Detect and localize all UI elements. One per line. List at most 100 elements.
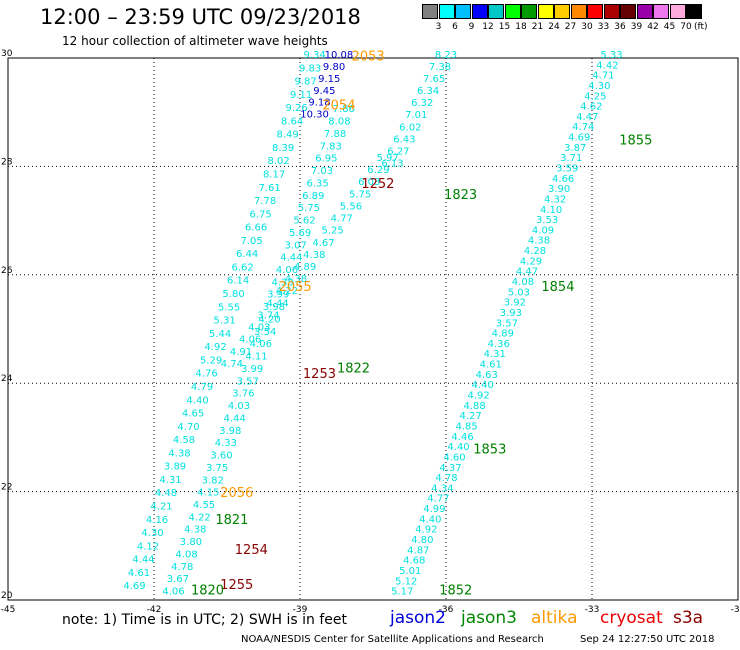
wave-height-value: 6.29 [367, 165, 389, 176]
wave-height-value: 7.83 [320, 141, 342, 152]
y-tick-label: 24 [1, 374, 13, 384]
wave-height-value: 3.99 [267, 290, 289, 301]
wave-height-value: 8.02 [267, 156, 289, 167]
wave-height-value: 4.55 [193, 500, 215, 511]
wave-height-value: 4.29 [520, 256, 542, 267]
wave-height-value: 4.79 [191, 382, 213, 393]
scale-label: 6 [452, 22, 458, 32]
pass-time-label: 1855 [619, 134, 652, 149]
scale-label: 12 [482, 22, 494, 32]
wave-height-value: 7.03 [311, 166, 333, 177]
generation-timestamp: Sep 24 12:27:50 UTC 2018 [580, 634, 715, 645]
scale-label: 15 [498, 22, 511, 32]
wave-height-value: 8.64 [281, 116, 303, 127]
pass-time-label: 1821 [215, 513, 248, 528]
pass-time-label: 2055 [279, 280, 312, 295]
wave-height-value: 4.10 [540, 205, 562, 216]
wave-height-value: 4.68 [403, 556, 425, 567]
scale-swatch [521, 4, 537, 19]
wave-height-value: 8.23 [435, 50, 457, 61]
wave-height-value: 4.15 [197, 488, 219, 499]
wave-height-value: 4.44 [267, 298, 289, 309]
wave-height-value: 4.40 [472, 380, 494, 391]
x-tick-label: -36 [439, 605, 454, 615]
wave-height-value: 4.08 [512, 277, 534, 288]
y-tick-label: 22 [1, 483, 12, 493]
scale-swatch [537, 4, 554, 19]
scale-label: 30 [581, 22, 593, 32]
wave-height-value: 3.87 [564, 143, 586, 154]
satellite-legend-item: cryosat [600, 608, 663, 628]
wave-height-value: 4.31 [159, 475, 181, 486]
wave-height-value: 7.61 [258, 183, 280, 194]
wave-height-value: 7.05 [240, 236, 262, 247]
scale-label: 42 [647, 22, 659, 32]
pass-time-label: 1852 [439, 584, 472, 599]
scale-label: 45 [663, 22, 676, 32]
wave-height-value: 9.26 [285, 103, 307, 114]
wave-height-value: 4.99 [423, 504, 445, 515]
wave-height-value: 5.56 [340, 201, 362, 212]
wave-height-value: 3.54 [254, 327, 276, 338]
wave-height-value: 4.47 [516, 267, 538, 278]
wave-height-value: 4.76 [195, 369, 217, 380]
wave-height-value: 4.85 [455, 421, 477, 432]
y-tick-label: 20 [1, 591, 13, 601]
wave-height-value: 4.36 [488, 339, 510, 350]
wave-height-value: 3.74 [257, 310, 279, 321]
wave-height-value: 4.21 [150, 501, 172, 512]
wave-height-value: 4.09 [532, 225, 554, 236]
wave-height-value: 6.75 [249, 209, 271, 220]
pass-time-label: 1823 [444, 188, 477, 203]
x-tick-label: -30 [731, 605, 740, 615]
wave-height-value: 6.27 [387, 146, 409, 157]
pass-time-label: 2053 [352, 50, 385, 65]
satellite-legend-item: altika [531, 608, 578, 628]
wave-height-value: 4.40 [447, 442, 469, 453]
wave-height-value: 4.06 [250, 339, 272, 350]
wave-height-value: 9.80 [323, 62, 345, 73]
scale-swatch [455, 4, 471, 19]
scale-swatch [636, 4, 653, 19]
wave-height-value: 4.06 [239, 335, 261, 346]
scale-swatch [686, 4, 702, 19]
wave-height-value: 5.80 [222, 289, 244, 300]
pass-time-label: 1253 [303, 367, 336, 382]
wave-height-value: 4.46 [451, 432, 473, 443]
wave-height-value: 5.62 [293, 216, 315, 227]
wave-height-value: 4.60 [443, 452, 465, 463]
wave-height-value: 3.67 [167, 574, 189, 585]
wave-height-value: 5.12 [395, 576, 417, 587]
wave-height-value: 4.22 [189, 512, 211, 523]
wave-height-value: 4.30 [141, 528, 163, 539]
wave-height-value: 3.93 [500, 308, 522, 319]
wave-height-value: 5.25 [322, 226, 344, 237]
wave-height-value: 4.92 [468, 391, 490, 402]
wave-height-value: 4.40 [419, 514, 441, 525]
wave-height-value: 5.55 [218, 302, 240, 313]
pass-time-label: 1853 [473, 443, 506, 458]
wave-height-value: 4.16 [146, 515, 168, 526]
wave-height-value: 9.11 [290, 90, 312, 101]
wave-height-value: 6.35 [306, 178, 328, 189]
wave-height-value: 5.31 [213, 316, 235, 327]
wave-height-value: 5.75 [298, 203, 320, 214]
wave-height-value: 5.17 [391, 587, 413, 598]
wave-height-value: 3.71 [560, 153, 582, 164]
wave-height-value: 9.45 [313, 86, 335, 97]
scale-swatch [587, 4, 603, 19]
wave-height-value: 5.44 [209, 329, 231, 340]
wave-height-value: 4.32 [544, 194, 566, 205]
wave-height-value: 4.33 [272, 277, 294, 288]
y-tick-label: 28 [1, 157, 13, 167]
wave-height-value: 6.89 [302, 191, 324, 202]
x-tick-label: -39 [293, 605, 308, 615]
wave-height-value: 3.07 [285, 240, 307, 251]
wave-height-value: 3.57 [237, 376, 259, 387]
wave-height-value: 4.38 [184, 525, 206, 536]
satellite-legend-item: s3a [673, 608, 704, 628]
wave-height-value: 4.78 [171, 562, 193, 573]
wave-height-value: 6.95 [315, 154, 337, 165]
wave-height-value: 4.34 [431, 483, 453, 494]
